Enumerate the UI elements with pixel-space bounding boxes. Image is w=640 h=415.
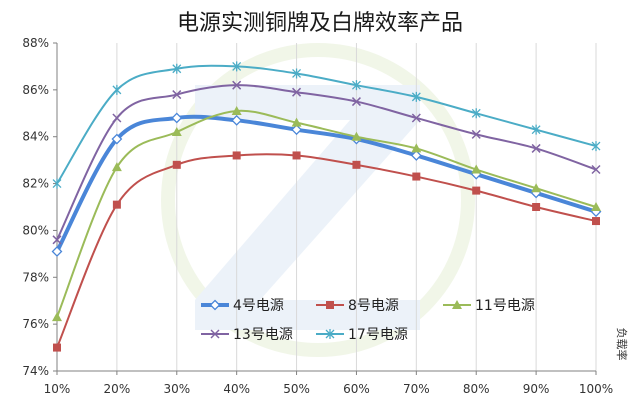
- data-point: [292, 68, 302, 79]
- series-group: [51, 61, 602, 352]
- data-point: [592, 217, 600, 226]
- data-point: [291, 124, 302, 136]
- data-point: [232, 61, 242, 72]
- legend-item: 11号电源: [443, 298, 535, 314]
- axes: 74% 76% 78% 80% 82% 84% 86% 88% 10% 20% 30% 40% 50% 6…: [22, 36, 613, 396]
- data-point: [471, 129, 481, 139]
- legend-label: 4号电源: [233, 298, 284, 314]
- series-4: [52, 80, 601, 245]
- data-point: [351, 131, 362, 141]
- y-tick-label: 76%: [22, 317, 49, 331]
- x-tick-label: 10%: [44, 382, 71, 396]
- data-point: [531, 183, 542, 193]
- data-point: [291, 117, 302, 127]
- x-tick-label: 80%: [463, 382, 490, 396]
- data-point: [411, 113, 421, 123]
- legend-item: 8号电源: [316, 298, 399, 314]
- data-point: [53, 343, 61, 352]
- data-point: [292, 151, 301, 160]
- series-3: [52, 105, 601, 322]
- x-tick-label: 100%: [579, 382, 613, 396]
- data-point: [51, 246, 63, 257]
- legend-label: 11号电源: [475, 298, 535, 314]
- data-point: [591, 141, 601, 152]
- series-line: [55, 114, 597, 253]
- data-point: [472, 186, 481, 195]
- data-point: [231, 105, 242, 115]
- x-tick-label: 50%: [283, 382, 310, 396]
- legend-label: 8号电源: [348, 298, 399, 314]
- data-point: [232, 151, 241, 160]
- x-tick-label: 90%: [523, 382, 550, 396]
- data-point: [351, 80, 361, 91]
- y-tick-label: 84%: [22, 130, 49, 144]
- x-tick-label: 70%: [403, 382, 430, 396]
- y-tick-label: 78%: [22, 270, 49, 284]
- series-line: [56, 64, 597, 185]
- y-tick-label: 82%: [22, 177, 49, 191]
- x-tick-label: 20%: [104, 382, 131, 396]
- data-point: [411, 143, 422, 153]
- y-tick-label: 74%: [22, 364, 49, 378]
- chart-title: 电源实测铜牌及白牌效率产品: [177, 11, 463, 36]
- legend-marker: [209, 299, 221, 311]
- series-2: [53, 151, 600, 352]
- legend-label: 13号电源: [233, 327, 293, 343]
- data-point: [171, 112, 183, 124]
- data-point: [531, 124, 541, 135]
- data-point: [52, 235, 62, 245]
- data-point: [172, 90, 182, 100]
- legend-item: 13号电源: [201, 327, 293, 343]
- data-point: [591, 202, 601, 211]
- x-tick-label: 30%: [163, 382, 190, 396]
- data-point: [471, 108, 481, 119]
- data-point: [111, 162, 122, 172]
- data-point: [112, 113, 122, 123]
- data-point: [52, 312, 62, 322]
- legend-marker: [210, 329, 220, 339]
- data-point: [231, 114, 243, 126]
- legend-marker: [452, 300, 462, 309]
- data-point: [112, 84, 122, 95]
- x-tick-label: 40%: [223, 382, 250, 396]
- legend-item: 17号电源: [316, 327, 408, 343]
- series-5: [52, 61, 601, 189]
- data-point: [410, 150, 422, 161]
- data-point: [52, 178, 62, 189]
- data-point: [352, 160, 361, 169]
- data-point: [411, 91, 421, 102]
- data-point: [112, 200, 121, 209]
- data-point: [171, 127, 182, 137]
- data-point: [232, 80, 242, 90]
- y-tick-label: 80%: [22, 223, 49, 237]
- data-point: [532, 203, 541, 211]
- legend-marker: [325, 329, 335, 339]
- x-tick-label: 60%: [343, 382, 370, 396]
- legend-item: 4号电源: [201, 298, 284, 314]
- series-line: [56, 84, 597, 241]
- y-tick-label: 86%: [22, 83, 49, 97]
- data-point: [111, 133, 123, 145]
- data-point: [591, 164, 601, 175]
- data-point: [471, 164, 482, 174]
- data-point: [172, 63, 182, 74]
- data-point: [351, 97, 361, 107]
- legend-marker: [326, 301, 334, 309]
- x-axis-label: 负载率: [615, 328, 629, 361]
- data-point: [412, 172, 421, 181]
- y-tick-label: 88%: [22, 36, 49, 50]
- legend-label: 17号电源: [348, 327, 408, 343]
- legend: 4号电源 8号电源 11号电源 13号电源 17号电源: [201, 298, 535, 343]
- data-point: [531, 143, 541, 153]
- data-point: [172, 160, 181, 169]
- watermark-logo: [161, 43, 475, 357]
- data-point: [292, 87, 302, 97]
